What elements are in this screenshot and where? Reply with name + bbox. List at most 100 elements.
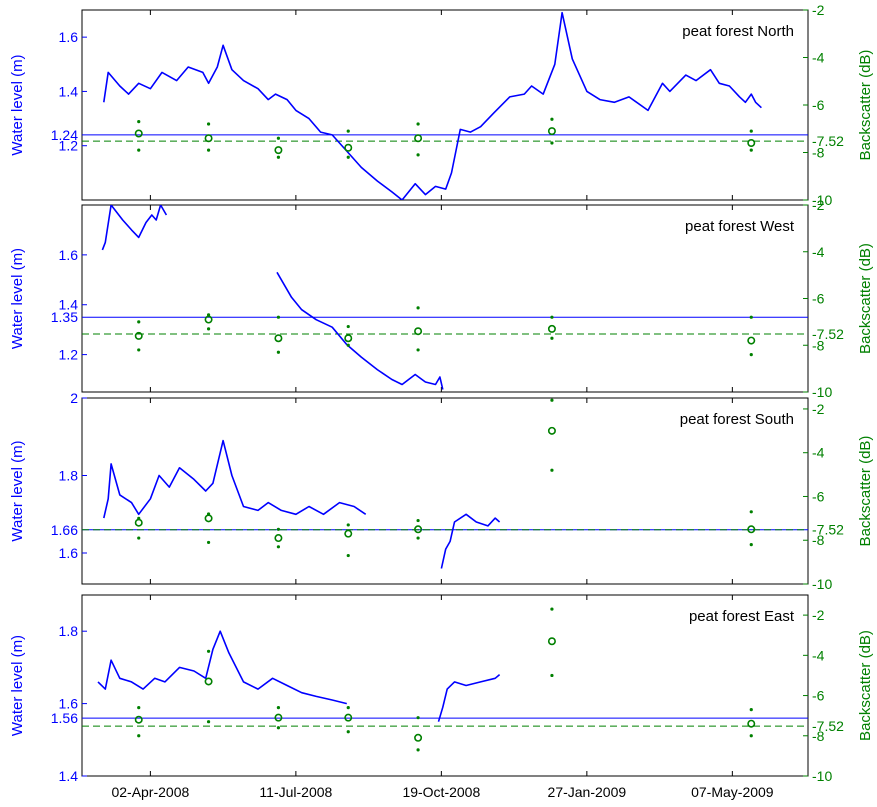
backscatter-upper-point	[550, 607, 554, 611]
y-left-tick-label: 1.4	[59, 83, 79, 99]
backscatter-mean-point	[274, 713, 283, 722]
backscatter-lower-point	[206, 540, 211, 545]
backscatter-mean-point	[414, 733, 423, 742]
backscatter-lower-point	[749, 353, 753, 357]
y-right-tick-label: -8	[812, 337, 825, 353]
y-left-tick-label: 1.4	[59, 768, 79, 784]
backscatter-mean-point	[747, 139, 756, 148]
y-left-tick-label: 1.6	[59, 696, 79, 712]
y-left-tick-label: 1.6	[59, 29, 79, 45]
water-level-line	[437, 673, 501, 722]
backscatter-lower-point	[346, 553, 350, 558]
water-level-line	[440, 513, 501, 569]
y-left-tick-label: 1.2	[59, 138, 79, 154]
y-left-axis-label: Water level (m)	[9, 440, 26, 541]
backscatter-mean-point	[547, 127, 556, 136]
x-tick-label: 27-Jan-2009	[548, 784, 627, 800]
backscatter-upper-point	[346, 129, 350, 133]
backscatter-lower-point	[276, 545, 281, 549]
y-right-tick-label: -2	[812, 401, 825, 417]
y-right-tick-label: -4	[812, 50, 825, 66]
backscatter-mean-point	[134, 331, 143, 340]
backscatter-upper-point	[749, 708, 753, 712]
backscatter-lower-point	[550, 468, 554, 472]
backscatter-mean-point	[547, 637, 556, 646]
y-right-tick-label: -10	[812, 192, 832, 208]
backscatter-mean-point	[344, 713, 353, 722]
backscatter-lower-point	[550, 141, 554, 145]
threshold-backscatter-label: -7.52	[812, 522, 844, 538]
backscatter-upper-point	[416, 716, 420, 720]
backscatter-mean-point	[274, 334, 283, 343]
y-left-tick-label: 1.8	[59, 623, 79, 639]
threshold-level-label: 1.35	[51, 309, 78, 325]
backscatter-lower-point	[346, 343, 350, 347]
y-right-tick-label: -6	[812, 291, 825, 307]
plot-area	[82, 398, 808, 569]
x-tick-label: 07-May-2009	[691, 784, 774, 800]
y-right-tick-label: -10	[812, 384, 832, 400]
y-right-tick-label: -4	[812, 244, 825, 260]
backscatter-mean-point	[747, 719, 756, 728]
backscatter-lower-point	[550, 336, 554, 340]
backscatter-mean-point	[344, 143, 353, 152]
backscatter-mean-point	[547, 324, 556, 333]
y-right-tick-label: -8	[812, 728, 825, 744]
backscatter-mean-point	[344, 529, 353, 538]
y-right-tick-label: -6	[812, 688, 825, 704]
backscatter-lower-point	[137, 148, 141, 152]
y-left-tick-label: 2	[70, 390, 78, 406]
panel-title: peat forest West	[685, 218, 795, 235]
backscatter-lower-point	[550, 673, 554, 678]
panel-title: peat forest South	[680, 411, 794, 428]
x-tick-label: 02-Apr-2008	[111, 784, 189, 800]
backscatter-mean-point	[204, 677, 213, 686]
backscatter-lower-point	[137, 536, 141, 540]
y-right-tick-label: -2	[812, 197, 825, 213]
x-tick-label: 11-Jul-2008	[259, 784, 332, 800]
backscatter-upper-point	[276, 527, 281, 531]
backscatter-upper-point	[137, 120, 141, 124]
panel-title: peat forest North	[682, 23, 794, 40]
y-right-tick-label: -8	[812, 145, 825, 161]
backscatter-upper-point	[550, 398, 554, 402]
backscatter-upper-point	[276, 706, 281, 710]
y-left-tick-label: 1.8	[59, 468, 79, 484]
plot-frame	[81, 397, 809, 585]
plot-area	[82, 607, 808, 752]
backscatter-lower-point	[276, 726, 281, 730]
y-right-axis-label: Backscatter (dB)	[857, 50, 874, 161]
backscatter-lower-point	[346, 730, 350, 734]
y-right-tick-label: -4	[812, 647, 825, 663]
threshold-backscatter-label: -7.52	[812, 133, 844, 149]
backscatter-mean-point	[344, 334, 353, 343]
backscatter-lower-point	[416, 748, 420, 752]
y-left-tick-label: 1.2	[59, 347, 79, 363]
backscatter-lower-point	[749, 148, 753, 152]
backscatter-mean-point	[204, 134, 213, 143]
backscatter-mean-point	[414, 134, 423, 143]
backscatter-mean-point	[274, 534, 283, 543]
x-tick-label: 19-Oct-2008	[402, 784, 480, 800]
panel-3: 02-Apr-2008 11-Jul-2008 19-Oct-2008 27-Jan-…	[9, 594, 874, 800]
y-right-tick-label: -6	[812, 97, 825, 113]
backscatter-mean-point	[134, 518, 143, 527]
backscatter-upper-point	[416, 306, 420, 310]
y-left-axis-label: Water level (m)	[9, 248, 26, 349]
backscatter-lower-point	[137, 734, 141, 738]
y-left-tick-label: 1.4	[59, 297, 79, 313]
threshold-level-label: 1.66	[51, 522, 78, 538]
threshold-backscatter-label: -7.52	[812, 718, 844, 734]
plot-area	[82, 205, 808, 390]
threshold-level-label: 1.56	[51, 710, 78, 726]
threshold-level-label: 1.24	[51, 127, 78, 143]
water-level-line	[101, 205, 168, 251]
backscatter-upper-point	[276, 315, 281, 319]
backscatter-lower-point	[206, 720, 211, 724]
backscatter-upper-point	[416, 518, 420, 523]
panel-0: 1.2 1.4 1.6 1.24 -10 -8 -6 -4 -2 -7.52 Water level…	[9, 2, 874, 208]
backscatter-upper-point	[137, 516, 141, 520]
y-right-axis-label: Backscatter (dB)	[857, 243, 874, 354]
